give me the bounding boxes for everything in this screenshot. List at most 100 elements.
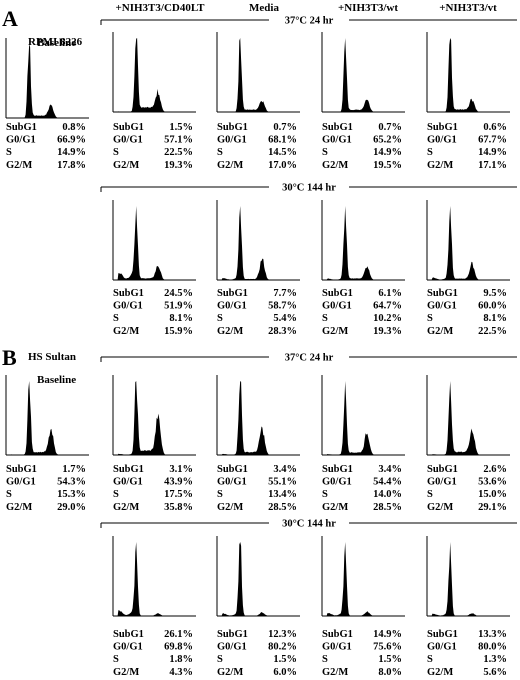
stat-label-g0g1: G0/G1 xyxy=(6,135,36,146)
stat-value: 14.9% xyxy=(373,147,402,158)
stat-value: 8.0% xyxy=(378,667,402,678)
stat-value: 1.5% xyxy=(378,654,402,665)
stat-label-s: S xyxy=(217,654,223,665)
histogram-row1-col1 xyxy=(216,375,300,456)
dna-histogram xyxy=(323,381,402,455)
stat-label-g0g1: G0/G1 xyxy=(217,642,247,653)
condition-label: 30°C 144 hr xyxy=(282,183,336,194)
stat-label-subg1: SubG1 xyxy=(6,464,37,475)
histogram-row1-col2 xyxy=(321,375,405,456)
column-header: +NIH3T3/wt xyxy=(338,2,398,14)
stat-label-s: S xyxy=(427,147,433,158)
histogram-row2-col0 xyxy=(112,536,196,617)
stat-label-s: S xyxy=(217,489,223,500)
stat-label-g2m: G2/M xyxy=(6,160,32,171)
stat-value: 43.9% xyxy=(164,477,193,488)
dna-histogram xyxy=(428,381,507,455)
baseline-label: Baseline xyxy=(37,37,76,49)
stat-value: 26.1% xyxy=(164,629,193,640)
stat-value: 15.3% xyxy=(57,489,86,500)
stat-value: 66.9% xyxy=(57,135,86,146)
stat-value: 5.4% xyxy=(273,313,297,324)
stat-label-s: S xyxy=(6,489,12,500)
stat-value: 2.6% xyxy=(483,464,507,475)
stat-label-subg1: SubG1 xyxy=(427,464,458,475)
stat-label-subg1: SubG1 xyxy=(322,629,353,640)
stat-label-g0g1: G0/G1 xyxy=(113,301,143,312)
histogram-row2-col2 xyxy=(321,200,405,281)
dna-histogram xyxy=(428,38,507,112)
stat-label-g0g1: G0/G1 xyxy=(322,135,352,146)
stat-value: 8.1% xyxy=(483,313,507,324)
stat-label-g0g1: G0/G1 xyxy=(322,642,352,653)
stat-value: 5.6% xyxy=(483,667,507,678)
stat-label-s: S xyxy=(322,654,328,665)
stat-value: 19.3% xyxy=(373,326,402,337)
dna-histogram xyxy=(428,206,507,280)
stat-value: 64.7% xyxy=(373,301,402,312)
stat-value: 54.4% xyxy=(373,477,402,488)
dna-histogram xyxy=(114,381,193,455)
stat-label-g2m: G2/M xyxy=(427,667,453,678)
stat-label-g2m: G2/M xyxy=(217,502,243,513)
baseline-histogram xyxy=(5,38,89,119)
cell-line-label: RPMI 8226 xyxy=(28,36,83,48)
stat-label-g2m: G2/M xyxy=(113,502,139,513)
column-header: +NIH3T3/vt xyxy=(439,2,497,14)
histogram-row1-col3 xyxy=(426,32,510,113)
dna-histogram xyxy=(218,38,297,112)
baseline-label: Baseline xyxy=(37,374,76,386)
stat-label-s: S xyxy=(6,147,12,158)
histogram-row2-col1 xyxy=(216,536,300,617)
dna-histogram xyxy=(323,542,402,616)
stat-value: 10.2% xyxy=(373,313,402,324)
bracket-label-bg xyxy=(269,350,349,362)
stat-value: 35.8% xyxy=(164,502,193,513)
dna-histogram xyxy=(428,542,507,616)
stat-value: 29.1% xyxy=(478,502,507,513)
stat-value: 80.2% xyxy=(268,642,297,653)
stat-label-g0g1: G0/G1 xyxy=(6,477,36,488)
stat-label-g0g1: G0/G1 xyxy=(217,301,247,312)
stat-value: 3.4% xyxy=(273,464,297,475)
stat-label-subg1: SubG1 xyxy=(113,288,144,299)
dna-histogram xyxy=(114,542,193,616)
stat-value: 14.9% xyxy=(57,147,86,158)
stat-label-s: S xyxy=(113,147,119,158)
stat-value: 13.4% xyxy=(268,489,297,500)
stat-label-s: S xyxy=(217,313,223,324)
stat-value: 15.0% xyxy=(478,489,507,500)
dna-histogram xyxy=(323,206,402,280)
stat-value: 4.3% xyxy=(169,667,193,678)
histogram-row2-col3 xyxy=(426,200,510,281)
cell-line-label: HS Sultan xyxy=(28,351,76,363)
stat-label-s: S xyxy=(217,147,223,158)
stat-label-g2m: G2/M xyxy=(322,160,348,171)
stat-label-s: S xyxy=(322,313,328,324)
dna-histogram xyxy=(7,381,86,455)
stat-label-subg1: SubG1 xyxy=(427,122,458,133)
stat-label-g2m: G2/M xyxy=(113,160,139,171)
stat-label-s: S xyxy=(113,313,119,324)
stat-label-g2m: G2/M xyxy=(217,326,243,337)
stat-value: 6.0% xyxy=(273,667,297,678)
stat-value: 19.5% xyxy=(373,160,402,171)
stat-label-subg1: SubG1 xyxy=(322,288,353,299)
stat-value: 54.3% xyxy=(57,477,86,488)
stat-label-g2m: G2/M xyxy=(217,160,243,171)
stat-value: 28.5% xyxy=(268,502,297,513)
histogram-row2-col1 xyxy=(216,200,300,281)
stat-value: 75.6% xyxy=(373,642,402,653)
bracket-label-bg xyxy=(269,13,349,25)
stat-value: 17.1% xyxy=(478,160,507,171)
panel-letter-b: B xyxy=(2,345,17,370)
stat-value: 65.2% xyxy=(373,135,402,146)
stat-label-s: S xyxy=(427,654,433,665)
stat-value: 6.1% xyxy=(378,288,402,299)
stat-label-g2m: G2/M xyxy=(217,667,243,678)
stat-value: 0.7% xyxy=(273,122,297,133)
stat-label-g2m: G2/M xyxy=(113,326,139,337)
dna-histogram xyxy=(218,542,297,616)
stat-value: 0.7% xyxy=(378,122,402,133)
